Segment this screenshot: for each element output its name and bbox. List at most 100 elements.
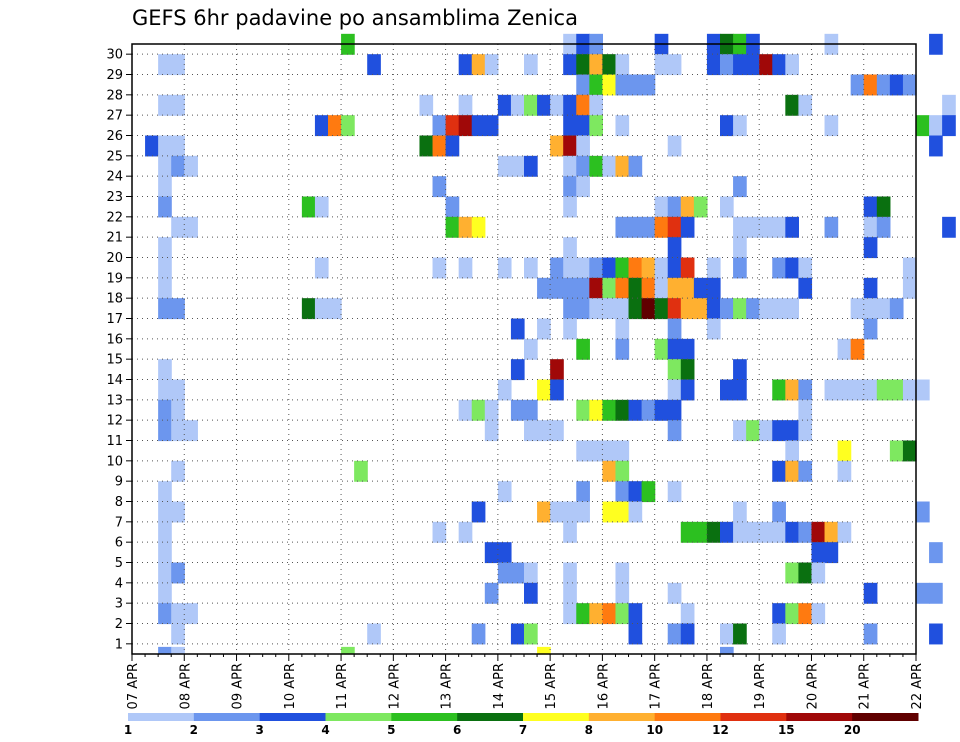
heatmap-cell (759, 420, 773, 442)
heatmap-cell (615, 582, 630, 604)
x-tick-label: 08 APR (178, 663, 193, 709)
heatmap-cell (171, 399, 185, 421)
heatmap-cell (929, 135, 943, 157)
heatmap-cell (680, 623, 695, 645)
heatmap-cell (563, 54, 577, 76)
heatmap-cell (693, 196, 708, 218)
heatmap-cell (602, 277, 617, 299)
heatmap-cell (863, 379, 878, 401)
heatmap-cell (524, 562, 538, 584)
heatmap-cell (733, 501, 747, 523)
heatmap-cell (759, 216, 773, 238)
heatmap-cell (432, 135, 447, 157)
heatmap-cell (667, 582, 682, 604)
y-tick-label: 15 (106, 353, 123, 368)
heatmap-cell (563, 562, 577, 584)
heatmap-cell (902, 379, 917, 401)
heatmap-cell (576, 135, 590, 157)
heatmap-cell (628, 216, 643, 238)
colorbar-swatch (259, 713, 326, 721)
heatmap-cell (458, 216, 473, 238)
heatmap-cell (524, 54, 538, 76)
heatmap-cell (772, 54, 786, 76)
heatmap-cell (537, 420, 551, 442)
heatmap-cell (328, 298, 342, 320)
heatmap-cell (798, 379, 813, 401)
y-tick-label: 29 (106, 68, 123, 83)
heatmap-cell (628, 257, 643, 279)
y-tick-label: 18 (106, 292, 123, 307)
heatmap-cell (733, 257, 747, 279)
heatmap-cell (916, 501, 930, 523)
x-tick-label: 17 APR (649, 663, 664, 709)
y-tick-label: 13 (106, 393, 123, 408)
heatmap-cell (471, 399, 486, 421)
heatmap-cell (367, 623, 381, 645)
heatmap-cell (628, 74, 643, 96)
heatmap-cell (667, 298, 682, 320)
heatmap-cell (537, 646, 551, 655)
heatmap-cell (615, 603, 630, 625)
x-tick-label: 09 APR (231, 663, 246, 709)
heatmap-cell (759, 521, 773, 543)
colorbar-label: 2 (190, 723, 198, 737)
heatmap-cell (654, 298, 669, 320)
heatmap-cell (785, 216, 799, 238)
heatmap-cell (680, 257, 695, 279)
heatmap-cell (576, 94, 590, 116)
heatmap-cell (876, 196, 891, 218)
heatmap-cell (615, 481, 630, 503)
colorbar-label: 6 (453, 723, 461, 737)
heatmap-cell (158, 582, 172, 604)
heatmap-cell (680, 196, 695, 218)
heatmap-cell (889, 440, 904, 462)
heatmap-cell (667, 399, 682, 421)
heatmap-cell (798, 521, 813, 543)
colorbar-label: 4 (321, 723, 329, 737)
heatmap-cell (615, 54, 630, 76)
heatmap-cell (563, 521, 577, 543)
heatmap-cell (628, 277, 643, 299)
heatmap-cell (171, 501, 185, 523)
heatmap-cell (158, 481, 172, 503)
x-tick-label: 22 APR (910, 663, 925, 709)
heatmap-cell (158, 237, 172, 259)
heatmap-cell (537, 94, 551, 116)
heatmap-cell (811, 562, 826, 584)
heatmap-cell (432, 521, 447, 543)
heatmap-cell (772, 521, 786, 543)
x-tick-label: 12 APR (387, 663, 402, 709)
heatmap-cell (576, 74, 590, 96)
heatmap-cell (537, 379, 551, 401)
heatmap-cell (158, 359, 172, 381)
heatmap-cell (628, 155, 643, 177)
heatmap-cell (667, 379, 682, 401)
colorbar-swatch (391, 713, 458, 721)
y-tick-label: 23 (106, 190, 123, 205)
heatmap-cell (733, 298, 747, 320)
heatmap-cell (837, 379, 852, 401)
heatmap-cell (576, 277, 590, 299)
y-tick-label: 4 (115, 576, 123, 591)
heatmap-cell (341, 115, 355, 137)
heatmap-cell (458, 521, 473, 543)
heatmap-cell (576, 115, 590, 137)
heatmap-cell (550, 277, 564, 299)
heatmap-cell (850, 379, 865, 401)
y-tick-label: 26 (106, 129, 123, 144)
heatmap-cell (419, 94, 434, 116)
heatmap-cell (785, 298, 799, 320)
y-tick-label: 9 (115, 475, 123, 490)
heatmap-cell (471, 216, 486, 238)
heatmap-cell (798, 562, 813, 584)
heatmap-cell (510, 155, 525, 177)
heatmap-cell (654, 277, 669, 299)
heatmap-cell (929, 115, 943, 137)
heatmap-cell (720, 521, 734, 543)
heatmap-cell (902, 74, 917, 96)
heatmap-cell (654, 216, 669, 238)
heatmap-cell (484, 420, 499, 442)
heatmap-cell (563, 298, 577, 320)
heatmap-cell (602, 257, 617, 279)
